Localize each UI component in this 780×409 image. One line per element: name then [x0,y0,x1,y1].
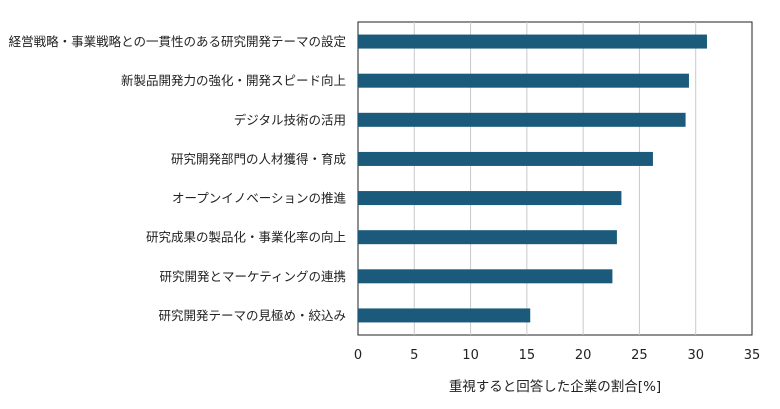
x-tick-label: 10 [462,348,479,363]
category-label: 研究開発テーマの見極め・絞込み [158,308,346,323]
category-label: オープンイノベーションの推進 [172,191,347,206]
x-tick-label: 5 [410,348,418,363]
bar [358,230,617,245]
bar [358,191,622,206]
x-tick-label: 20 [575,348,592,363]
bar [358,269,613,284]
x-tick-label: 30 [687,348,704,363]
x-tick-label: 25 [631,348,648,363]
x-axis-title: 重視すると回答した企業の割合[%] [449,378,661,395]
bar [358,73,689,88]
category-label: 研究成果の製品化・事業化率の向上 [146,230,346,245]
x-tick-label: 15 [519,348,536,363]
plot-area [357,21,753,336]
x-tick-label: 0 [354,348,362,363]
category-label: 研究開発部門の人材獲得・育成 [171,151,346,166]
x-tick-label: 35 [744,348,761,363]
bar [358,112,686,127]
bar [358,34,707,49]
bar [358,151,653,166]
bars [358,34,707,323]
category-label: 経営戦略・事業戦略との一貫性のある研究開発テーマの設定 [9,34,346,49]
category-label: 研究開発とマーケティングの連携 [159,269,346,284]
x-tick-labels: 0 5 10 15 20 25 30 35 [354,348,760,363]
category-label: デジタル技術の活用 [234,112,346,127]
category-label: 新製品開発力の強化・開発スピード向上 [121,73,346,88]
category-labels: 経営戦略・事業戦略との一貫性のある研究開発テーマの設定新製品開発力の強化・開発ス… [9,34,347,323]
bar [358,308,531,323]
